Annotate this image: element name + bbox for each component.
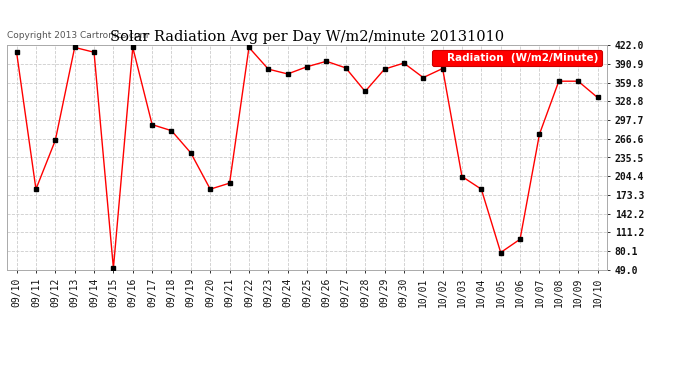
Title: Solar Radiation Avg per Day W/m2/minute 20131010: Solar Radiation Avg per Day W/m2/minute … — [110, 30, 504, 44]
Legend: Radiation  (W/m2/Minute): Radiation (W/m2/Minute) — [432, 50, 602, 66]
Text: Copyright 2013 Cartronics.com: Copyright 2013 Cartronics.com — [7, 32, 148, 40]
